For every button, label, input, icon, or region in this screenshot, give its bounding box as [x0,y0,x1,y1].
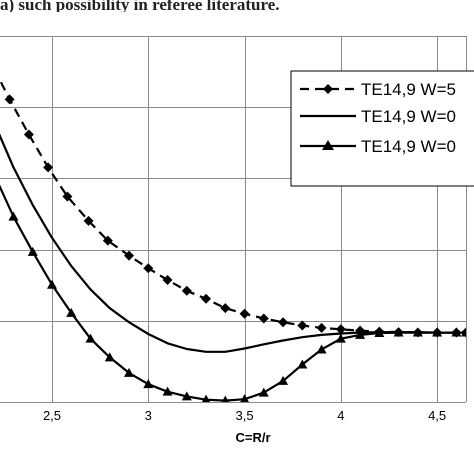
data-point-triangle [335,333,346,343]
data-point-triangle [258,387,269,397]
data-point-triangle [27,246,38,256]
data-point-triangle [66,307,77,317]
data-point-triangle [297,359,308,369]
legend-label: TE14,9 W=5 [361,80,456,99]
data-point-diamond [335,324,346,335]
data-point-triangle [124,367,135,377]
data-point-diamond [239,308,250,319]
data-point-triangle [355,329,366,339]
x-axis-label: C=R/r [235,430,270,445]
data-point-triangle [393,327,404,337]
data-point-triangle [432,327,443,337]
data-point-triangle [201,394,211,402]
data-point-diamond [23,129,34,140]
data-point-triangle [8,211,19,221]
data-point-diamond [162,275,173,285]
data-point-triangle [181,391,192,401]
data-point-triangle [104,352,115,362]
data-point-triangle [461,327,466,337]
data-point-diamond [83,215,94,226]
data-point-diamond [4,94,15,105]
x-tick-label: 3,5 [236,408,254,423]
legend-box [290,70,474,187]
data-point-diamond [278,317,289,328]
data-point-diamond [102,235,113,246]
data-point-diamond [316,322,327,333]
data-point-diamond [220,303,231,314]
caption-fragment: a) such possibility in referee literatur… [0,0,280,12]
data-point-diamond [258,313,269,324]
legend-label: TE14,9 W=0 [361,107,456,126]
x-tick-label: 3 [145,408,152,423]
legend: TE14,9 W=5 TE14,9 W=0 TE14,9 W=0 [290,70,474,187]
data-point-triangle [412,327,423,337]
series-2 [0,184,466,402]
data-point-triangle [451,327,462,337]
legend-marker-diamond [323,84,333,94]
plot-area [0,77,466,402]
data-point-triangle [240,394,249,402]
data-point-diamond [124,250,135,261]
data-point-triangle [374,328,385,338]
data-point-triangle [85,333,96,343]
data-point-triangle [221,395,229,402]
x-tick-label: 4,5 [428,408,446,423]
series-line [0,184,466,402]
legend-marker-triangle [322,140,334,150]
data-point-triangle [46,279,57,289]
data-point-triangle [316,344,327,354]
x-tick-label: 4 [337,408,344,423]
data-point-diamond [43,162,54,173]
data-point-diamond [62,191,73,202]
data-point-triangle [278,375,289,385]
data-point-diamond [181,285,192,296]
data-point-diamond [143,263,154,274]
legend-label: TE14,9 W=0 [361,137,456,156]
data-point-triangle [162,386,173,396]
data-point-diamond [297,320,308,331]
x-tick-label: 2,5 [43,408,61,423]
data-point-diamond [201,293,212,304]
data-point-triangle [143,379,154,389]
